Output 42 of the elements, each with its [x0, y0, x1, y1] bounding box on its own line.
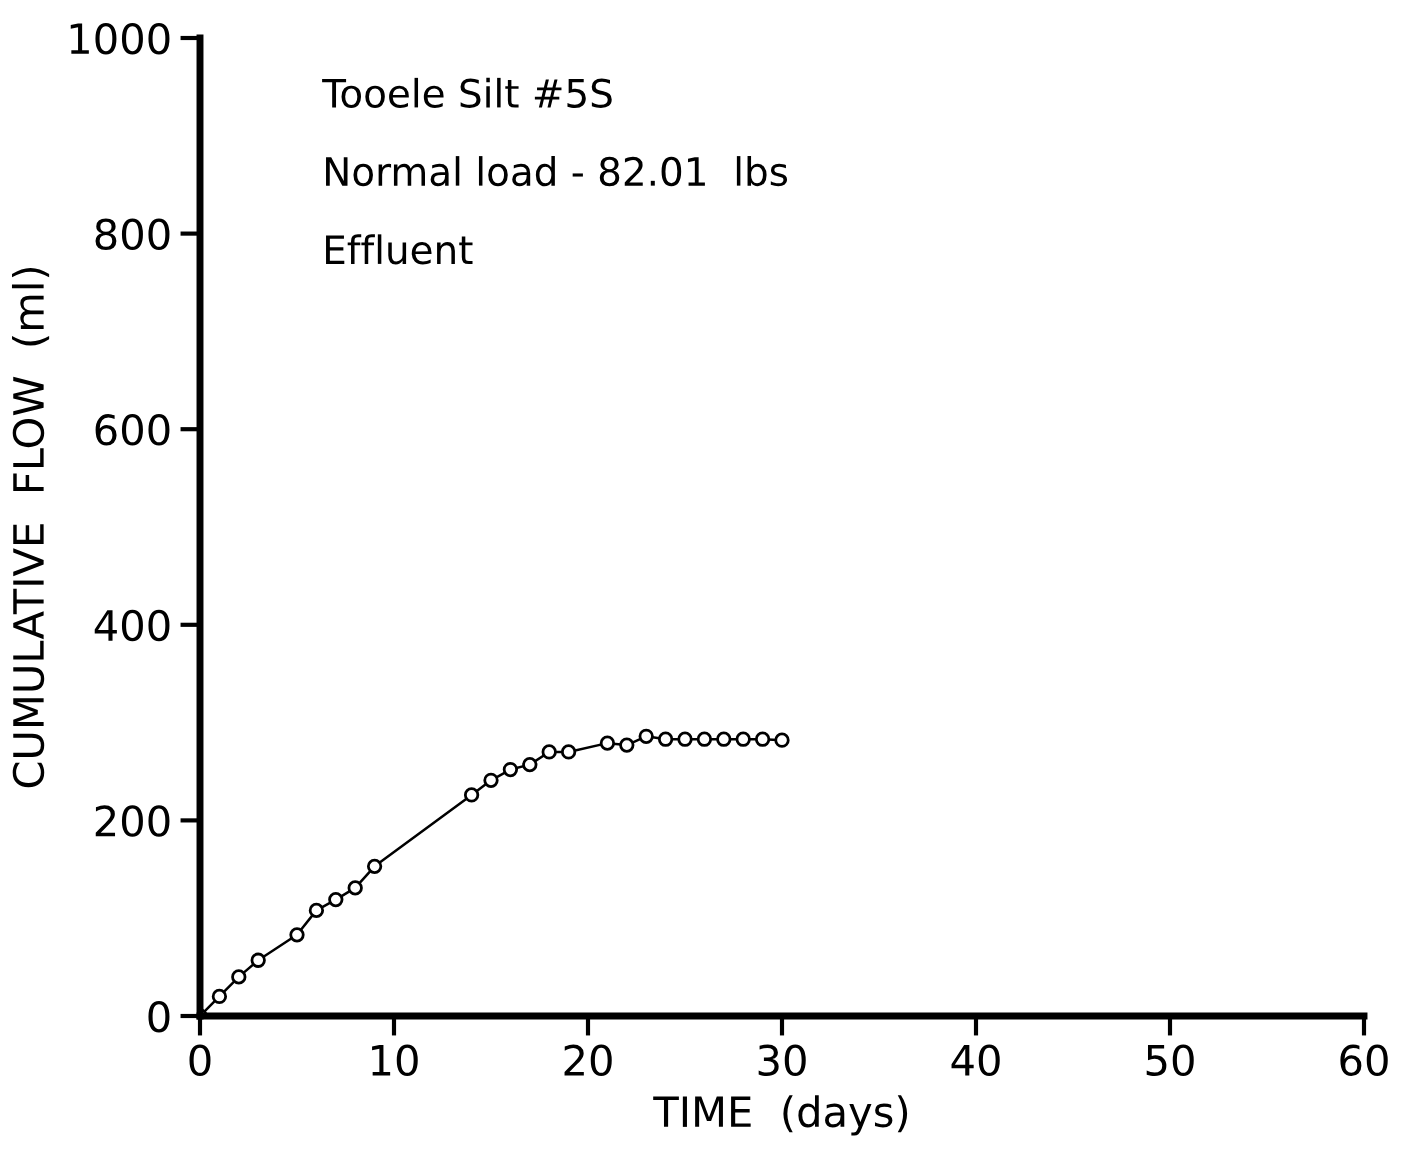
- point: [522, 757, 538, 773]
- point: [677, 731, 693, 747]
- point: [716, 731, 732, 747]
- y-tick-label: 200: [95, 805, 170, 837]
- point: [308, 902, 325, 919]
- y-tick-label: 0: [148, 1000, 170, 1033]
- point: [619, 737, 635, 753]
- x-tick-label: 50: [1146, 1044, 1194, 1077]
- point: [231, 969, 247, 985]
- y-tick-label: 800: [95, 218, 170, 251]
- annotation: Effluent: [326, 234, 473, 265]
- x-tick-label: 10: [372, 1044, 418, 1077]
- y-tick-label: 600: [95, 414, 170, 446]
- point: [754, 731, 771, 747]
- x-tick-label: 0: [189, 1044, 211, 1077]
- point: [483, 772, 499, 788]
- annotation: Tooele Silt #5S: [322, 77, 612, 108]
- point: [250, 952, 266, 968]
- y-axis-title: CUMULATIVE FLOW (ml): [11, 267, 50, 788]
- y-tick-label: 400: [94, 609, 170, 642]
- point: [638, 728, 654, 744]
- point: [502, 761, 519, 778]
- point: [657, 731, 674, 747]
- point: [328, 891, 344, 908]
- point: [366, 858, 383, 875]
- point: [211, 988, 228, 1005]
- x-tick-label: 40: [951, 1044, 1000, 1077]
- point: [347, 880, 363, 896]
- point: [289, 927, 305, 943]
- x-tick-label: 20: [564, 1044, 612, 1077]
- y-tick-label: 1000: [70, 22, 170, 55]
- point: [735, 731, 751, 747]
- x-tick-label: 60: [1340, 1044, 1388, 1077]
- point: [560, 744, 577, 760]
- x-axis-title: TIME (days): [653, 1095, 908, 1136]
- annotation: Normal load - 82.01 lbs: [326, 156, 788, 187]
- point: [774, 732, 790, 748]
- point: [541, 744, 557, 760]
- point: [599, 735, 616, 751]
- x-tick-label: 30: [758, 1044, 806, 1077]
- point: [696, 731, 713, 747]
- point: [463, 787, 480, 803]
